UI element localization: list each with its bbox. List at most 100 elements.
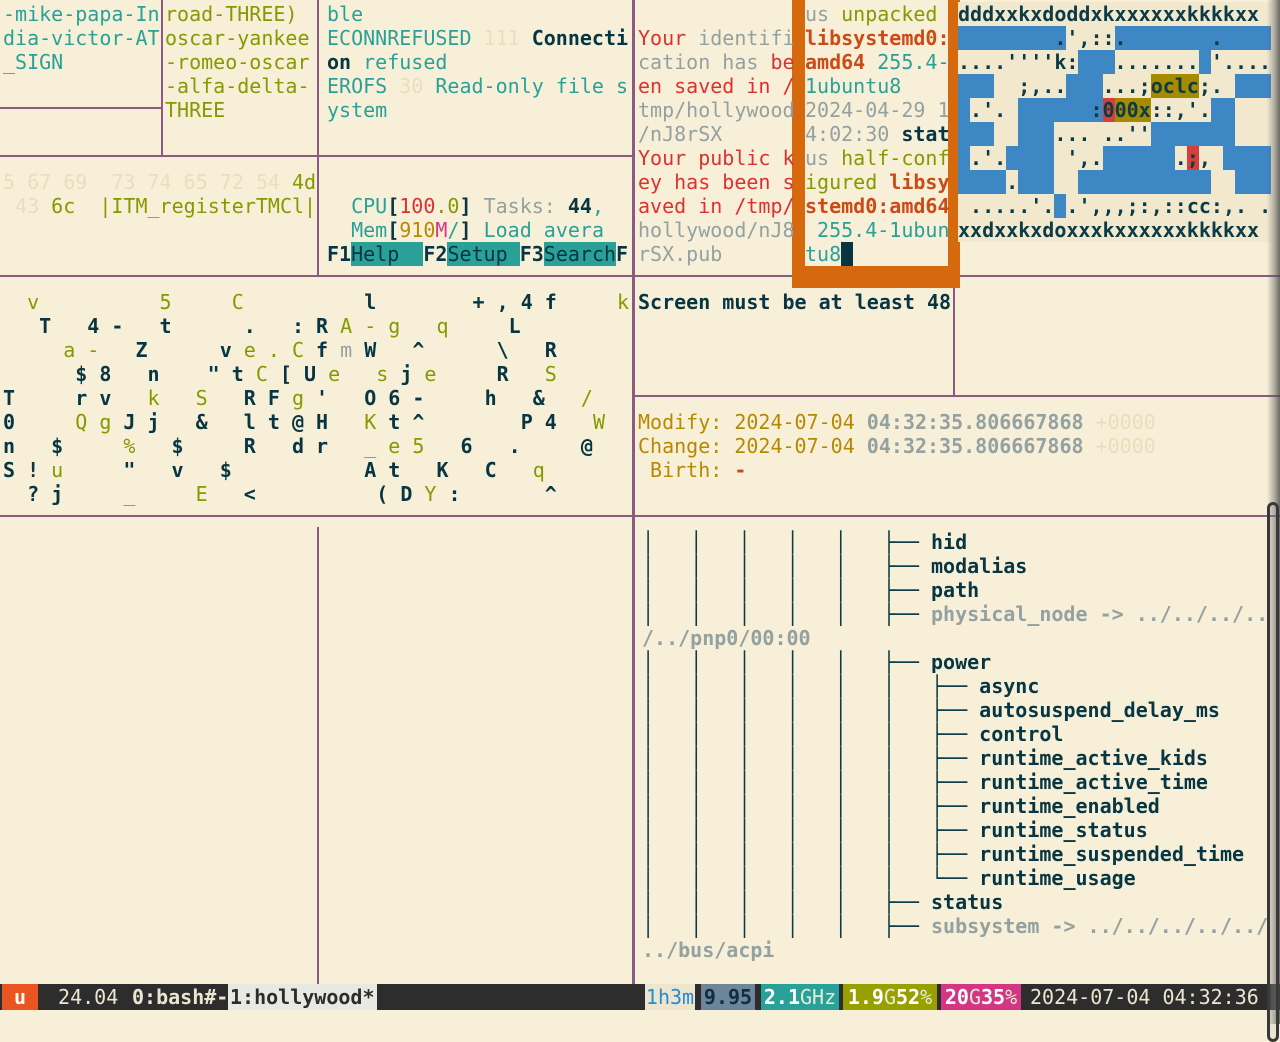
active-pane-border <box>792 0 805 288</box>
map-row: .',::. . <box>958 26 1272 50</box>
tmux-window-bash[interactable]: 0:bash#- <box>132 985 229 1009</box>
pane-border <box>161 0 163 157</box>
cpu-freq-badge: 2.1GHz <box>761 984 839 1010</box>
matrix-char: - <box>412 386 425 410</box>
pane-blank-left-2[interactable] <box>320 518 632 984</box>
tree-line: │ │ │ │ │ │ ├── runtime_suspended_time <box>642 842 1245 866</box>
matrix-char: L <box>508 314 521 338</box>
dpkg-log-line: us half-conf <box>805 146 950 170</box>
matrix-char: t <box>388 458 401 482</box>
pane-border <box>0 155 633 157</box>
pane-border <box>0 107 163 109</box>
matrix-char: k <box>617 290 630 314</box>
tree-line: │ │ │ │ │ │ ├── runtime_enabled <box>642 794 1160 818</box>
matrix-char: 5 <box>159 290 172 314</box>
matrix-char: e <box>328 362 341 386</box>
ssh-keygen-line: Your identifi <box>638 26 795 50</box>
phonetic-line: -alfa-delta- <box>165 74 310 98</box>
matrix-char: & <box>195 410 208 434</box>
matrix-char: t <box>388 410 401 434</box>
matrix-char: ^ <box>544 482 557 506</box>
matrix-char: ^ <box>412 338 425 362</box>
matrix-char: t <box>267 410 280 434</box>
matrix-char: $ <box>51 434 64 458</box>
map-row: xxdxxkxdoxxxkxxxxxxkkkkxx <box>958 218 1272 242</box>
stat-line: Change: 2024-07-04 04:32:35.806667868 +0… <box>638 434 1156 458</box>
matrix-char: $ <box>75 362 88 386</box>
matrix-char: [ <box>279 362 292 386</box>
matrix-char: _ <box>364 434 377 458</box>
tree-line: │ │ │ │ │ │ ├── runtime_active_time <box>642 770 1208 794</box>
matrix-char: . <box>508 434 521 458</box>
tree-line: │ │ │ │ │ │ ├── runtime_active_kids <box>642 746 1208 770</box>
pane-border <box>317 527 319 984</box>
errno-line: ECONNREFUSED 111 Connecti <box>327 26 629 50</box>
matrix-char: C <box>231 290 244 314</box>
phonetic-line: oscar-yankee <box>165 26 310 50</box>
matrix-char: T <box>3 386 16 410</box>
matrix-char: R <box>496 362 509 386</box>
matrix-char: a <box>63 338 76 362</box>
active-pane-border <box>792 266 960 288</box>
matrix-char: < <box>243 482 256 506</box>
matrix-char: - <box>111 314 124 338</box>
tree-line: │ │ │ │ │ ├── modalias <box>642 554 1028 578</box>
dpkg-log-line: 1ubuntu8 <box>805 74 902 98</box>
matrix-char: . <box>243 314 256 338</box>
matrix-char: v <box>27 290 40 314</box>
ssh-keygen-line: Your public k <box>638 146 795 170</box>
dpkg-log-line: 4:02:30 stat <box>805 122 950 146</box>
matrix-char: n <box>147 362 160 386</box>
matrix-char: g <box>388 314 401 338</box>
matrix-char: q <box>532 458 545 482</box>
tree-line: │ │ │ │ │ │ └── runtime_usage <box>642 866 1136 890</box>
map-row: .'. ',. .;, <box>958 146 1272 170</box>
matrix-char: Q <box>75 410 88 434</box>
matrix-char: @ <box>291 410 304 434</box>
matrix-char: $ <box>171 434 184 458</box>
matrix-char: 6 <box>388 386 401 410</box>
matrix-char: , <box>496 290 509 314</box>
matrix-char: v <box>219 338 232 362</box>
screen-warning: Screen must be at least 48 <box>638 290 952 314</box>
pane-border <box>955 275 1280 277</box>
map-row: . <box>958 170 1272 194</box>
matrix-char: e <box>388 434 401 458</box>
matrix-char: e <box>424 362 437 386</box>
matrix-char: ? <box>27 482 40 506</box>
matrix-char: g <box>99 410 112 434</box>
tree-line: │ │ │ │ │ ├── status <box>642 890 1004 914</box>
matrix-char: v <box>171 458 184 482</box>
matrix-char: m <box>340 338 353 362</box>
matrix-char: P <box>520 410 533 434</box>
matrix-char: A <box>364 458 377 482</box>
matrix-char: ! <box>27 458 40 482</box>
pane-border <box>317 0 319 277</box>
matrix-char: l <box>364 290 377 314</box>
phonetic-line: -romeo-oscar <box>165 50 310 74</box>
stat-line: Modify: 2024-07-04 04:32:35.806667868 +0… <box>638 410 1156 434</box>
matrix-char: ^ <box>412 410 425 434</box>
pane-border <box>635 395 1280 397</box>
tmux-window-hollywood-active[interactable]: 1:hollywood* <box>228 984 377 1010</box>
map-row: ;,.. ...;oclc;. <box>958 74 1272 98</box>
tree-line: │ │ │ │ │ ├── hid <box>642 530 968 554</box>
matrix-char: / <box>580 386 593 410</box>
matrix-char: Z <box>135 338 148 362</box>
matrix-char: E <box>195 482 208 506</box>
matrix-char: k <box>147 386 160 410</box>
load-badge: 9.95 <box>701 984 755 1010</box>
status-bar: u 24.04 0:bash#- 1:hollywood* 1h3m 9.95 … <box>0 984 1280 1010</box>
matrix-char: J <box>123 410 136 434</box>
errno-line: on refused <box>327 50 448 74</box>
dpkg-log-line: us unpacked <box>805 2 938 26</box>
pane-blank-right[interactable] <box>956 278 1280 394</box>
matrix-char: C <box>255 362 268 386</box>
matrix-char: r <box>75 386 88 410</box>
pane-blank-left-1[interactable] <box>0 518 316 984</box>
matrix-char: R <box>243 386 256 410</box>
matrix-char: l <box>243 410 256 434</box>
htop-fkeys: F1Help F2Setup F3SearchF <box>327 242 629 266</box>
matrix-char: " <box>207 362 220 386</box>
scrollbar-thumb[interactable] <box>1267 502 1279 1042</box>
